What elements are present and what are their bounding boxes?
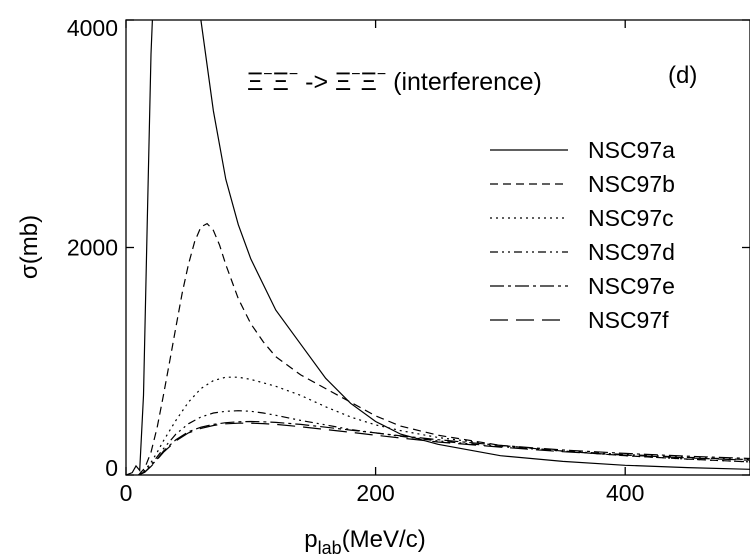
legend-label-NSC97b: NSC97b (588, 171, 675, 197)
y-axis-label: σ(mb) (16, 215, 43, 279)
x-tick-label: 0 (120, 480, 133, 506)
series-line-NSC97b (138, 222, 750, 475)
plot-area (125, 19, 750, 476)
legend-label-NSC97a: NSC97a (588, 137, 675, 163)
legend-label-NSC97f: NSC97f (588, 307, 669, 333)
legend-label-NSC97d: NSC97d (588, 239, 675, 265)
series-line-NSC97a (126, 20, 750, 475)
y-tick-label: 2000 (67, 235, 118, 261)
series-group (126, 20, 750, 475)
y-tick-label: 0 (105, 455, 118, 481)
y-tick-label: 4000 (67, 15, 118, 41)
x-tick-label: 400 (606, 480, 644, 506)
panel-label: (d) (668, 62, 697, 89)
series-line-NSC97f (138, 422, 750, 475)
legend: NSC97a NSC97b NSC97c NSC97d NSC97e NSC97f (490, 137, 675, 333)
reaction-annotation: Ξ−Ξ− -> Ξ−Ξ− (interference) (247, 66, 542, 96)
legend-label-NSC97c: NSC97c (588, 205, 674, 231)
x-axis-label: plab(MeV/c) (304, 526, 425, 558)
legend-label-NSC97e: NSC97e (588, 273, 675, 299)
x-tick-label: 200 (356, 480, 394, 506)
series-line-NSC97e (138, 420, 750, 475)
